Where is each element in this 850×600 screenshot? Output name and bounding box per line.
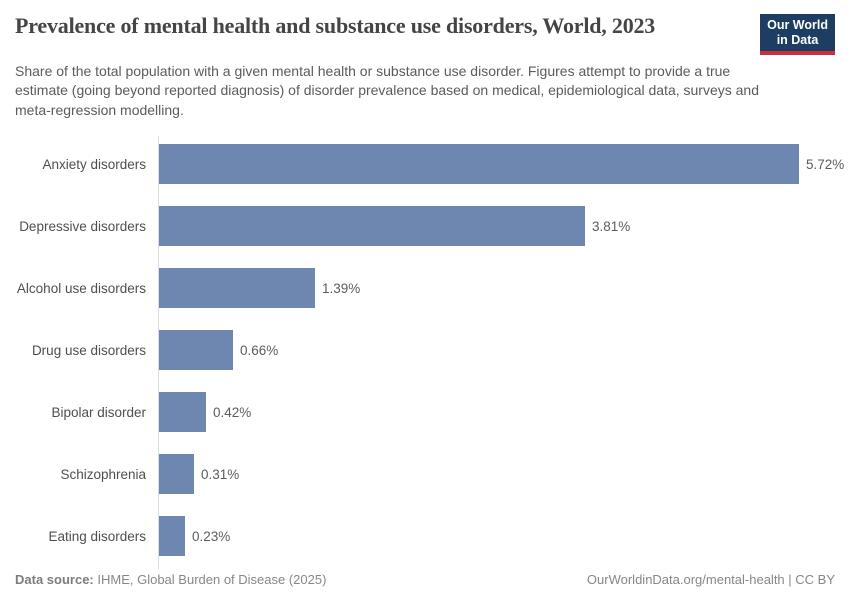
chart-row: Drug use disorders 0.66% bbox=[15, 319, 835, 381]
category-label: Drug use disorders bbox=[31, 342, 146, 358]
category-label: Schizophrenia bbox=[60, 466, 146, 482]
bar-chart: Anxiety disorders 5.72% Depressive disorde… bbox=[15, 133, 844, 570]
category-label: Depressive disorders bbox=[19, 218, 146, 234]
chart-row: Anxiety disorders 5.72% bbox=[15, 133, 844, 195]
value-label: 5.72% bbox=[806, 156, 845, 172]
value-label: 0.42% bbox=[213, 404, 252, 420]
chart-row: Alcohol use disorders 1.39% bbox=[15, 257, 835, 319]
data-source-label: Data source: bbox=[15, 572, 94, 587]
chart-subtitle: Share of the total population with a giv… bbox=[15, 62, 759, 118]
bar-depressive-disorders[interactable] bbox=[159, 206, 585, 247]
value-label: 0.66% bbox=[240, 342, 279, 358]
bar-alcohol-use-disorders[interactable] bbox=[159, 268, 315, 309]
bar-schizophrenia[interactable] bbox=[159, 454, 194, 495]
category-label: Alcohol use disorders bbox=[16, 280, 146, 296]
value-label: 0.23% bbox=[192, 528, 231, 544]
owid-logo-line2: in Data bbox=[776, 32, 819, 47]
owid-logo-line1: Our World bbox=[767, 18, 828, 32]
bar-eating-disorders[interactable] bbox=[159, 516, 185, 557]
chart-row: Depressive disorders 3.81% bbox=[15, 195, 835, 257]
category-label: Eating disorders bbox=[48, 528, 146, 544]
chart-row: Bipolar disorder 0.42% bbox=[15, 381, 835, 443]
value-label: 3.81% bbox=[592, 218, 631, 234]
bar-bipolar-disorder[interactable] bbox=[159, 392, 206, 433]
category-label: Bipolar disorder bbox=[51, 404, 146, 420]
chart-row: Eating disorders 0.23% bbox=[15, 505, 835, 567]
y-axis-line bbox=[158, 136, 159, 570]
bar-anxiety-disorders[interactable] bbox=[159, 144, 799, 185]
owid-logo[interactable]: Our World in Data bbox=[760, 14, 835, 55]
value-label: 0.31% bbox=[201, 466, 240, 482]
page-title: Prevalence of mental health and substanc… bbox=[15, 13, 656, 38]
value-label: 1.39% bbox=[322, 280, 361, 296]
chart-row: Schizophrenia 0.31% bbox=[15, 443, 835, 505]
data-source: Data source: IHME, Global Burden of Dise… bbox=[15, 572, 326, 587]
credit-link[interactable]: OurWorldinData.org/mental-health | CC BY bbox=[586, 572, 835, 587]
data-source-value: IHME, Global Burden of Disease (2025) bbox=[97, 572, 327, 587]
chart-footer: Data source: IHME, Global Burden of Dise… bbox=[15, 572, 835, 587]
category-label: Anxiety disorders bbox=[42, 156, 146, 172]
chart-header: Prevalence of mental health and substanc… bbox=[15, 0, 835, 120]
bar-drug-use-disorders[interactable] bbox=[159, 330, 233, 371]
